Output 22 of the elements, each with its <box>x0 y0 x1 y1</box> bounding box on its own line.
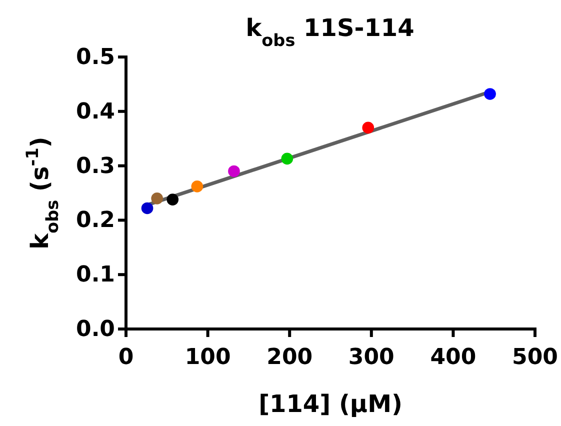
point <box>141 202 154 214</box>
point <box>228 165 240 178</box>
x-tick-label: 200 <box>266 345 313 370</box>
x-tick-label: 400 <box>430 345 476 370</box>
x-tick-label: 500 <box>512 345 558 370</box>
y-tick-label: 0.3 <box>76 154 115 179</box>
x-tick-label: 300 <box>348 345 394 370</box>
point <box>362 122 374 134</box>
chart-title: k$_{obs}$ 11S-114 <box>246 14 414 50</box>
y-tick-label: 0.2 <box>76 208 115 234</box>
x-axis-title: [114] (μM) <box>258 390 402 418</box>
point <box>151 192 163 204</box>
x-tick-label: 0 <box>118 345 134 370</box>
point <box>281 152 294 165</box>
y-tick-label: 0.4 <box>76 99 115 124</box>
point <box>166 194 179 206</box>
point <box>191 180 204 192</box>
y-tick-label: 0.0 <box>76 317 115 342</box>
y-tick-label: 0.1 <box>76 262 115 288</box>
x-tick-label: 100 <box>184 345 231 370</box>
point <box>484 88 496 100</box>
y-tick-label: 0.5 <box>76 45 115 70</box>
